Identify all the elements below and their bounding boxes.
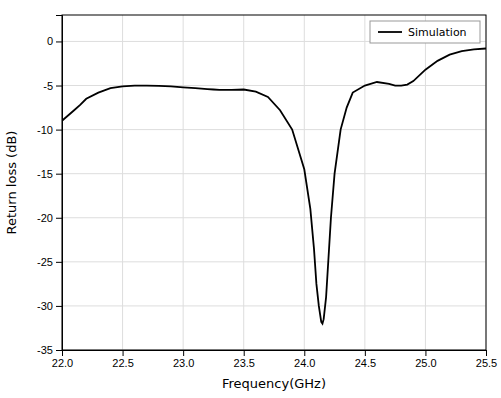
y-axis-tick-mark [56, 262, 62, 263]
legend-item: Simulation [378, 26, 467, 39]
y-axis-tick-mark [56, 350, 62, 351]
x-axis-tick-label: 24.0 [294, 357, 315, 369]
x-axis-tick-label: 23.5 [234, 357, 255, 369]
grid-line-x [122, 15, 123, 350]
y-axis-tick: -25 [37, 256, 62, 268]
x-axis-tick: 23.0 [173, 350, 194, 369]
x-axis-tick: 23.5 [234, 350, 255, 369]
series-group [62, 49, 486, 324]
x-axis-tick-mark [425, 350, 426, 356]
y-axis-line [56, 16, 63, 351]
legend-label: Simulation [408, 26, 467, 39]
grid-line-y [62, 173, 486, 174]
x-axis-tick-label: 23.0 [173, 357, 194, 369]
legend-box [370, 21, 480, 43]
chart: 22.0 22.5 23.0 23.5 24.0 24.5 25.0 25.5 0 -5 -10 -1… [0, 0, 501, 398]
y-axis-tick-mark [56, 86, 62, 87]
grid [62, 15, 486, 350]
plot-area: 22.0 22.5 23.0 23.5 24.0 24.5 25.0 25.5 0 -5 -10 -1… [37, 15, 497, 369]
x-axis-tick: 25.0 [415, 350, 436, 369]
y-axis-title: Return loss (dB) [4, 131, 19, 235]
x-axis-tick-mark [486, 350, 487, 356]
y-axis-tick-mark [56, 306, 62, 307]
y-axis-tick: -30 [37, 300, 62, 312]
legend: Simulation [370, 21, 480, 43]
grid-line-y [62, 129, 486, 130]
grid-line-x [243, 15, 244, 350]
grid-line-x [364, 15, 365, 350]
x-axis-tick: 24.5 [355, 350, 376, 369]
y-axis-tick: -5 [43, 80, 62, 92]
y-axis-tick: -20 [37, 212, 62, 224]
x-axis-tick-mark [183, 350, 184, 356]
y-axis-tick-mark [56, 130, 62, 131]
grid-line-y [62, 305, 486, 306]
x-axis: 22.0 22.5 23.0 23.5 24.0 24.5 25.0 25.5 [52, 350, 497, 369]
x-axis-tick: 22.5 [112, 350, 133, 369]
y-axis-tick-mark [56, 174, 62, 175]
x-axis-tick: 24.0 [294, 350, 315, 369]
y-axis-tick: 0 [47, 35, 62, 47]
x-axis-tick-label: 25.5 [476, 357, 497, 369]
legend-swatch [378, 31, 402, 33]
y-axis-tick: -35 [37, 344, 62, 356]
x-axis-title: Frequency(GHz) [222, 376, 326, 391]
x-axis-tick-label: 24.5 [355, 357, 376, 369]
y-axis-tick-label: -30 [37, 300, 53, 312]
x-axis-tick-label: 22.0 [52, 357, 73, 369]
x-axis-tick-mark [123, 350, 124, 356]
x-axis-line [63, 351, 487, 357]
series-line [62, 49, 486, 324]
y-axis-tick-mark [56, 41, 62, 42]
y-axis-tick-label: -5 [43, 80, 53, 92]
x-axis-tick-mark [244, 350, 245, 356]
y-axis-tick-label: 0 [47, 35, 53, 47]
grid-line-x [304, 15, 305, 350]
x-axis-tick-label: 25.0 [415, 357, 436, 369]
y-axis: 0 -5 -10 -15 -20 -25 -30 -35 [37, 16, 62, 357]
y-axis-tick-label: -25 [37, 256, 53, 268]
y-axis-tick-label: -15 [37, 168, 53, 180]
grid-line-x [425, 15, 426, 350]
x-axis-tick-label: 22.5 [112, 357, 133, 369]
x-axis-tick: 22.0 [52, 350, 73, 369]
plot-frame [62, 15, 486, 350]
grid-line-y [62, 261, 486, 262]
y-axis-tick: -15 [37, 168, 62, 180]
y-axis-tick-label: -20 [37, 212, 53, 224]
grid-line-y [62, 217, 486, 218]
y-axis-tick: -10 [37, 124, 62, 136]
x-axis-tick-mark [304, 350, 305, 356]
y-axis-tick-label: -35 [37, 344, 53, 356]
y-axis-tick-mark [56, 218, 62, 219]
x-axis-tick-mark [365, 350, 366, 356]
x-axis-tick: 25.5 [476, 350, 497, 369]
y-axis-tick-label: -10 [37, 124, 53, 136]
grid-line-x [183, 15, 184, 350]
